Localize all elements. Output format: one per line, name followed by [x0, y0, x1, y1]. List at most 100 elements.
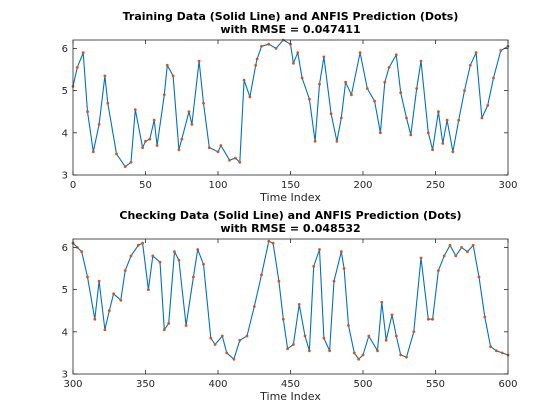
training-prediction-dot — [387, 66, 391, 69]
checking-prediction-dot — [466, 250, 469, 254]
training-prediction-dot — [344, 80, 347, 84]
training-prediction-dot — [216, 150, 220, 154]
checking-x-tick-label: 600 — [498, 379, 517, 390]
training-prediction-dot — [187, 110, 191, 114]
checking-prediction-dot — [292, 343, 295, 346]
checking-y-tick-label: 3 — [62, 370, 68, 381]
checking-prediction-dot — [460, 246, 463, 249]
checking-prediction-dot — [437, 269, 440, 272]
checking-prediction-dot — [318, 248, 321, 251]
training-prediction-dot — [480, 116, 484, 120]
checking-prediction-dot — [184, 324, 188, 327]
checking-x-tick-label: 500 — [353, 379, 372, 390]
training-prediction-dot — [383, 80, 387, 84]
checking-prediction-dot — [347, 324, 350, 327]
checking-prediction-dot — [107, 309, 111, 313]
training-prediction-dot — [339, 116, 343, 120]
checking-prediction-dot — [483, 315, 487, 319]
training-prediction-dot — [234, 156, 237, 160]
training-y-tick-label: 5 — [62, 86, 68, 97]
training-prediction-dot — [405, 116, 408, 120]
training-prediction-dot — [394, 53, 398, 57]
checking-prediction-dot — [271, 241, 275, 245]
training-x-tick-label: 50 — [139, 180, 152, 191]
training-prediction-dot — [260, 44, 263, 48]
checking-prediction-dot — [151, 254, 155, 258]
training-prediction-dot — [238, 160, 242, 164]
training-prediction-dot — [486, 104, 490, 107]
checking-prediction-dot — [332, 279, 336, 283]
checking-prediction-dot — [213, 343, 217, 346]
checking-prediction-dot — [286, 347, 289, 351]
checking-prediction-dot — [202, 262, 205, 266]
training-plot-area — [73, 40, 508, 175]
checking-prediction-dot — [357, 357, 360, 361]
training-x-tick-label: 150 — [281, 180, 300, 191]
training-prediction-dot — [152, 118, 156, 122]
training-prediction-dot — [219, 144, 223, 147]
training-prediction-dot — [207, 146, 211, 150]
checking-prediction-dot — [129, 254, 133, 258]
training-prediction-dot — [228, 158, 232, 162]
checking-title-rmse: with RMSE = 0.048532 — [220, 222, 360, 235]
training-prediction-dot — [431, 148, 434, 152]
checking-prediction-dot — [489, 345, 492, 348]
checking-prediction-dot — [209, 336, 213, 340]
training-prediction-dot — [308, 97, 311, 101]
training-prediction-dot — [75, 66, 79, 69]
training-prediction-dot — [379, 131, 382, 135]
training-prediction-dot — [451, 150, 455, 154]
training-prediction-dot — [474, 51, 478, 55]
checking-prediction-dot — [238, 338, 242, 342]
checking-x-tick-label: 450 — [281, 379, 300, 390]
training-prediction-dot — [492, 76, 495, 80]
checking-y-tick-label: 6 — [62, 243, 68, 254]
training-title: Training Data (Solid Line) and ANFIS Pre… — [123, 10, 459, 23]
checking-prediction-dot — [312, 265, 316, 268]
training-prediction-dot — [274, 47, 278, 50]
training-prediction-dot — [144, 139, 147, 143]
checking-x-tick-label: 300 — [63, 379, 82, 390]
training-prediction-dot — [171, 74, 175, 78]
training-title-rmse: with RMSE = 0.047411 — [220, 23, 360, 36]
training-prediction-dot — [97, 123, 101, 126]
training-prediction-dot — [103, 74, 107, 78]
checking-prediction-dot — [390, 313, 394, 317]
training-prediction-dot — [148, 137, 152, 141]
training-plot-panel: 0 50 100 150 200 250 300 3 4 5 6 Training Data (Sol… — [62, 10, 518, 204]
checking-prediction-dot — [281, 317, 285, 321]
checking-prediction-dot — [361, 353, 365, 357]
training-prediction-dot — [463, 89, 466, 92]
checking-prediction-dot — [97, 279, 101, 283]
checking-prediction-dot — [141, 241, 145, 245]
training-y-tick-label: 3 — [62, 171, 68, 182]
checking-prediction-dot — [322, 336, 326, 340]
training-prediction-dot — [190, 123, 194, 126]
training-prediction-dot — [426, 131, 430, 135]
checking-prediction-dot — [147, 288, 150, 291]
training-prediction-dot — [254, 63, 258, 67]
checking-y-tick-label: 4 — [62, 327, 68, 338]
training-prediction-dot — [445, 118, 449, 122]
training-prediction-dot — [177, 148, 181, 152]
checking-x-axis-label: Time Index — [259, 390, 321, 403]
checking-prediction-dot — [103, 328, 107, 332]
training-prediction-dot — [399, 91, 403, 95]
checking-prediction-dot — [454, 254, 458, 258]
training-prediction-dot — [499, 49, 503, 52]
training-prediction-dot — [300, 76, 304, 80]
checking-prediction-dot — [405, 355, 408, 359]
training-y-tick-label: 6 — [62, 44, 68, 55]
checking-prediction-dot — [297, 303, 301, 306]
training-prediction-dot — [248, 95, 252, 99]
training-prediction-dot — [329, 112, 333, 116]
checking-prediction-dot — [394, 334, 398, 338]
training-prediction-dot — [415, 87, 419, 90]
training-x-axis-label: Time Index — [259, 191, 321, 204]
checking-prediction-dot — [308, 349, 311, 353]
training-prediction-dot — [289, 42, 292, 46]
training-prediction-dot — [165, 63, 169, 67]
checking-prediction-dot — [177, 258, 181, 262]
training-prediction-dot — [292, 61, 295, 65]
checking-prediction-dot — [342, 267, 346, 270]
